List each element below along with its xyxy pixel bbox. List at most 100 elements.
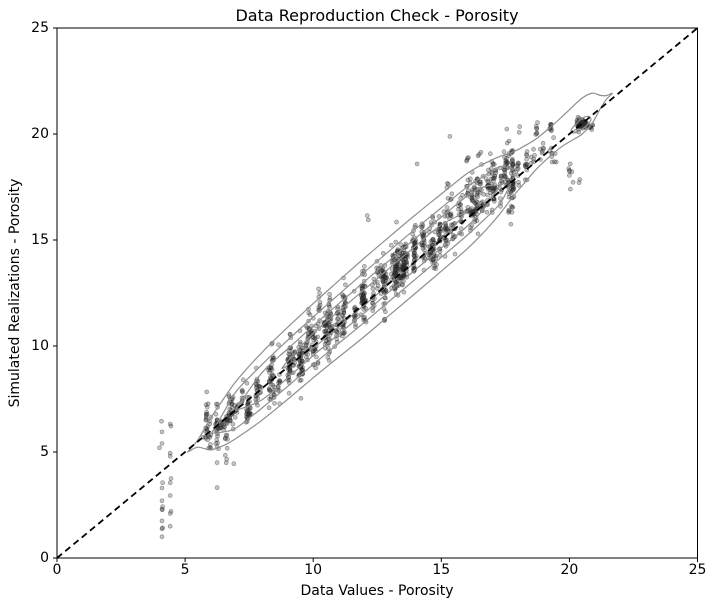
scatter-point (420, 223, 426, 228)
scatter-point (433, 253, 439, 259)
x-tick-label: 5 (180, 562, 190, 578)
scatter-point (535, 120, 540, 125)
scatter-point (159, 526, 165, 532)
scatter-point (276, 342, 281, 348)
y-axis-label: Simulated Realizations - Porosity (7, 178, 23, 408)
scatter-point (167, 493, 173, 498)
scatter-point (528, 154, 534, 160)
scatter-point (276, 380, 281, 386)
scatter-point (223, 435, 228, 441)
scatter-point (159, 418, 164, 424)
y-tick-label: 20 (31, 126, 49, 142)
scatter-point (287, 331, 293, 337)
scatter-point (392, 273, 397, 278)
scatter-point (460, 192, 465, 198)
scatter-point (498, 204, 503, 209)
scatter-point (157, 445, 162, 451)
scatter-point (510, 184, 516, 190)
scatter-point (401, 273, 406, 279)
scatter-point (466, 155, 471, 160)
scatter-point (203, 417, 209, 423)
contour-line (570, 115, 592, 134)
scatter-point (437, 229, 443, 234)
scatter-point (485, 187, 491, 192)
scatter-point (508, 203, 514, 209)
scatter-point (223, 452, 228, 458)
scatter-point (506, 208, 512, 214)
scatter-point (230, 421, 236, 427)
scatter-point (478, 182, 483, 187)
scatter-point (540, 140, 546, 146)
scatter-point (224, 456, 229, 462)
scatter-point (244, 414, 250, 420)
scatter-point (504, 140, 510, 146)
scatter-point (168, 476, 174, 481)
scatter-point (517, 124, 523, 129)
scatter-point (360, 291, 366, 297)
scatter-point (443, 238, 448, 243)
scatter-point (315, 361, 321, 366)
scatter-point (370, 308, 376, 313)
scatter-point (322, 323, 328, 328)
scatter-point (469, 223, 475, 228)
scatter-point (254, 383, 260, 389)
scatter-point (551, 135, 556, 140)
scatter-point (299, 358, 305, 364)
scatter-point (270, 383, 276, 388)
scatter-point (498, 173, 504, 179)
scatter-point (576, 180, 582, 185)
scatter-point (508, 221, 514, 227)
scatter-point (341, 310, 347, 316)
y-tick-label: 5 (40, 444, 49, 460)
scatter-point (275, 388, 281, 393)
scatter-point (241, 377, 246, 383)
scatter-point (316, 304, 322, 310)
scatter-point (504, 126, 510, 132)
scatter-point (167, 453, 173, 459)
scatter-point (414, 161, 420, 167)
scatter-point (267, 370, 272, 375)
scatter-point (398, 242, 404, 247)
scatter-point (244, 380, 250, 386)
scatter-point (475, 153, 481, 159)
identity-line (56, 27, 699, 559)
scatter-point (159, 429, 165, 435)
scatter-point (326, 358, 332, 363)
scatter-point (370, 286, 376, 292)
scatter-point (413, 253, 419, 259)
scatter-point (313, 365, 319, 371)
scatter-point (266, 367, 271, 373)
scatter-point (298, 395, 304, 401)
scatter-point (459, 231, 465, 237)
scatter-point (534, 131, 540, 136)
scatter-point (266, 405, 272, 411)
scatter-point (468, 195, 473, 200)
x-tick-label: 15 (432, 562, 451, 578)
scatter-point (223, 433, 229, 438)
scatter-point (399, 281, 405, 287)
scatter-point (516, 130, 522, 135)
scatter-point (570, 180, 576, 185)
scatter-point (159, 498, 165, 504)
scatter-point (393, 263, 399, 269)
scatter-point (516, 180, 521, 185)
scatter-point (491, 161, 497, 167)
scatter-point (159, 485, 165, 491)
scatter-point (313, 323, 319, 329)
scatter-point (447, 134, 453, 139)
scatter-point (277, 388, 282, 393)
scatter-point (324, 330, 330, 336)
scatter-point (412, 239, 418, 244)
scatter-point (475, 194, 480, 200)
scatter-point (465, 177, 471, 183)
scatter-point (223, 460, 229, 466)
scatter-point (360, 298, 366, 304)
scatter-point (303, 354, 309, 360)
scatter-point (364, 213, 370, 218)
scatter-point (404, 259, 410, 265)
scatter-point (329, 323, 335, 329)
plot-border (56, 27, 698, 559)
scatter-point (270, 355, 276, 361)
scatter-point (458, 226, 464, 231)
scatter-point (272, 401, 277, 406)
